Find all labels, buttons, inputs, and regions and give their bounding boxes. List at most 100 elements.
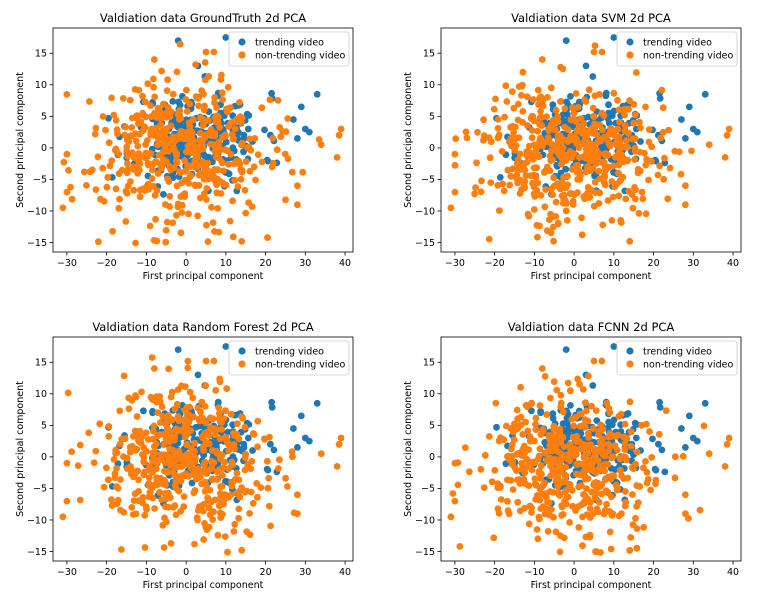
scatter-point	[188, 479, 196, 487]
scatter-point	[626, 97, 633, 105]
scatter-point	[165, 365, 173, 373]
scatter-point	[193, 154, 201, 162]
scatter-point	[156, 398, 164, 406]
scatter-point	[248, 203, 256, 211]
scatter-point	[451, 188, 459, 196]
scatter-point	[584, 449, 592, 457]
scatter-point	[610, 89, 618, 97]
scatter-point	[705, 141, 713, 149]
scatter-point	[633, 503, 640, 510]
scatter-point	[207, 126, 215, 134]
scatter-point	[191, 448, 199, 455]
scatter-point	[554, 113, 562, 120]
y-tick-label: 5	[41, 112, 47, 123]
scatter-point	[682, 182, 689, 190]
scatter-point	[688, 147, 695, 155]
legend: trending video non-trending video	[616, 31, 738, 67]
scatter-point	[186, 163, 194, 171]
scatter-point	[92, 186, 100, 194]
scatter-point	[516, 176, 524, 184]
scatter-point	[541, 203, 549, 211]
scatter-point	[63, 188, 71, 196]
scatter-point	[508, 123, 516, 131]
x-tick-label: −20	[97, 258, 117, 269]
scatter-point	[591, 172, 598, 180]
scatter-point	[579, 513, 586, 521]
scatter-point	[108, 94, 115, 102]
scatter-points	[447, 343, 733, 556]
y-tick-label: 15	[35, 358, 47, 369]
scatter-point	[534, 233, 541, 241]
scatter-point	[219, 179, 227, 187]
scatter-point	[553, 386, 561, 394]
scatter-point	[114, 130, 121, 138]
scatter-point	[186, 388, 194, 396]
scatter-point	[172, 425, 180, 433]
scatter-point	[282, 128, 290, 136]
y-tick-label: −10	[27, 515, 47, 526]
scatter-point	[118, 435, 126, 443]
scatter-point	[558, 511, 566, 519]
scatter-point	[163, 218, 171, 226]
scatter-point	[510, 104, 518, 112]
y-tick-label: −15	[415, 238, 435, 249]
scatter-point	[580, 491, 587, 498]
x-tick-label: 40	[727, 567, 739, 578]
scatter-point	[151, 93, 159, 101]
scatter-point	[621, 420, 629, 428]
scatter-point	[118, 546, 125, 553]
scatter-point	[246, 510, 254, 517]
scatter-point	[150, 56, 158, 63]
scatter-point	[126, 96, 134, 104]
scatter-point	[221, 407, 229, 415]
scatter-point	[604, 197, 612, 204]
y-tick-label: −15	[415, 547, 435, 558]
scatter-point	[194, 371, 202, 379]
scatter-point	[603, 500, 610, 508]
scatter-point	[573, 432, 580, 440]
scatter-point	[257, 484, 265, 491]
scatter-point	[184, 364, 192, 372]
scatter-point	[612, 153, 619, 161]
chart-panel-2: Valdiation data SVM 2d PCA −30 −20 −10 0 10 20…	[403, 11, 742, 282]
scatter-point	[149, 452, 157, 460]
scatter-point	[218, 426, 226, 433]
scatter-point	[124, 182, 132, 190]
scatter-point	[162, 201, 169, 208]
scatter-point	[552, 213, 560, 220]
scatter-point	[159, 148, 167, 156]
axes-frame	[440, 27, 742, 253]
scatter-point	[100, 483, 108, 491]
scatter-point	[210, 48, 218, 56]
scatter-point	[576, 410, 584, 418]
scatter-point	[556, 425, 564, 433]
scatter-point	[67, 183, 74, 191]
scatter-point	[222, 343, 230, 350]
scatter-point	[186, 100, 194, 108]
scatter-point	[124, 153, 132, 160]
scatter-point	[658, 86, 666, 94]
scatter-point	[552, 528, 560, 536]
scatter-point	[207, 426, 215, 433]
scatter-point	[477, 465, 485, 473]
scatter-point	[570, 452, 578, 460]
scatter-point	[228, 131, 236, 138]
scatter-point	[514, 498, 522, 506]
scatter-point	[208, 464, 216, 472]
scatter-point	[578, 501, 585, 509]
scatter-point	[678, 116, 685, 123]
scatter-point	[574, 375, 581, 383]
scatter-point	[578, 214, 585, 222]
scatter-point	[157, 419, 164, 426]
scatter-point	[648, 157, 655, 165]
scatter-point	[509, 486, 517, 493]
scatter-point	[639, 195, 647, 203]
scatter-point	[632, 434, 640, 442]
scatter-point	[266, 433, 273, 441]
scatter-point	[583, 131, 591, 139]
scatter-point	[119, 95, 127, 102]
scatter-point	[582, 98, 590, 105]
x-axis-label: First principal component	[143, 271, 264, 282]
scatter-point	[523, 93, 531, 100]
y-tick-label: 15	[423, 358, 435, 369]
